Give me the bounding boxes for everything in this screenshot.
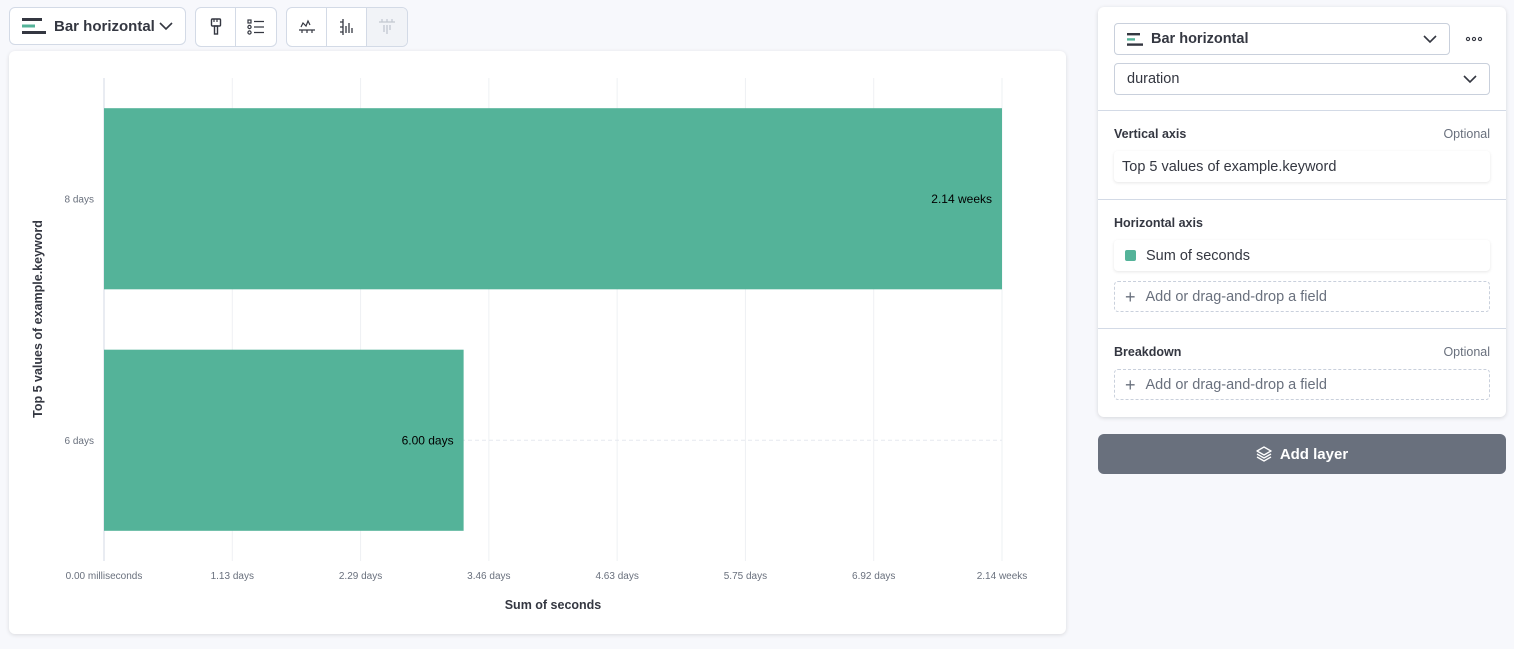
chart-type-selector[interactable]: Bar horizontal — [9, 7, 186, 45]
layer-config-panel: Bar horizontal duration Vertical axis Op… — [1098, 7, 1506, 417]
x-tick-label: 5.75 days — [724, 571, 767, 582]
vertical-axis-title: Vertical axis — [1114, 127, 1187, 141]
layer-actions-button[interactable] — [1462, 29, 1486, 49]
visual-options-button[interactable] — [196, 8, 236, 46]
x-tick-label: 6.92 days — [852, 571, 895, 582]
axis-buttons — [286, 7, 408, 47]
x-tick-label: 2.29 days — [339, 571, 382, 582]
add-layer-button[interactable]: Add layer — [1098, 434, 1506, 474]
add-layer-label: Add layer — [1279, 445, 1349, 463]
bottom-axis-button[interactable] — [287, 8, 327, 46]
bar[interactable] — [104, 108, 1002, 290]
chart-panel: 8 days 6 days 0.00 milliseconds 1.13 days 2… — [9, 51, 1066, 634]
style-buttons — [195, 7, 277, 47]
bar-horizontal-icon — [1127, 32, 1143, 46]
legend-button[interactable] — [236, 8, 276, 46]
more-horizontal-icon — [1465, 36, 1483, 42]
data-view-select[interactable]: duration — [1114, 63, 1490, 95]
axis-left-icon — [339, 19, 353, 35]
horizontal-axis-section: Horizontal axis Sum of seconds + Add or … — [1098, 200, 1506, 329]
axis-bottom-icon — [298, 19, 315, 33]
chevron-down-icon — [1423, 35, 1437, 44]
chevron-down-icon — [159, 22, 173, 31]
y-tick-label: 8 days — [65, 194, 94, 205]
layers-icon — [1256, 446, 1272, 462]
y-axis-title: Top 5 values of example.keyword — [31, 220, 45, 418]
data-view-label: duration — [1127, 71, 1180, 87]
add-field-label: Add or drag-and-drop a field — [1145, 288, 1327, 305]
series-color-swatch — [1125, 250, 1136, 261]
optional-label: Optional — [1443, 345, 1490, 359]
x-tick-label: 1.13 days — [211, 571, 254, 582]
layer-type-label: Bar horizontal — [1151, 31, 1249, 47]
paintbrush-icon — [210, 18, 221, 35]
y-tick-labels: 8 days 6 days — [65, 194, 94, 447]
plus-icon: + — [1125, 374, 1136, 395]
add-field-horizontal[interactable]: + Add or drag-and-drop a field — [1114, 281, 1490, 312]
dimension-label: Top 5 values of example.keyword — [1122, 158, 1337, 175]
bar-value-label: 2.14 weeks — [931, 192, 992, 206]
vertical-axis-section: Vertical axis Optional Top 5 values of e… — [1098, 111, 1506, 200]
add-field-breakdown[interactable]: + Add or drag-and-drop a field — [1114, 369, 1490, 400]
left-axis-button[interactable] — [327, 8, 367, 46]
horizontal-axis-title: Horizontal axis — [1114, 216, 1203, 230]
x-tick-label: 2.14 weeks — [977, 571, 1028, 582]
x-tick-label: 4.63 days — [595, 571, 638, 582]
add-field-label: Add or drag-and-drop a field — [1145, 376, 1327, 393]
breakdown-section: Breakdown Optional + Add or drag-and-dro… — [1098, 329, 1506, 416]
chart-type-label: Bar horizontal — [54, 17, 155, 35]
horizontal-axis-dimension[interactable]: Sum of seconds — [1114, 240, 1490, 271]
toolbar: Bar horizontal — [9, 7, 408, 47]
dimension-label: Sum of seconds — [1146, 247, 1250, 264]
layer-type-select[interactable]: Bar horizontal — [1114, 23, 1450, 55]
y-tick-label: 6 days — [65, 436, 94, 447]
bar-horizontal-icon — [22, 18, 46, 34]
x-axis-title: Sum of seconds — [505, 598, 602, 612]
list-icon — [247, 19, 264, 35]
x-tick-label: 0.00 milliseconds — [66, 571, 143, 582]
axis-right-icon — [379, 19, 395, 34]
x-tick-label: 3.46 days — [467, 571, 510, 582]
plus-icon: + — [1125, 286, 1136, 307]
data-labels: 2.14 weeks 6.00 days — [402, 192, 992, 448]
bar[interactable] — [104, 349, 464, 531]
chevron-down-icon — [1463, 75, 1477, 84]
optional-label: Optional — [1443, 127, 1490, 141]
bar-chart: 8 days 6 days 0.00 milliseconds 1.13 days 2… — [31, 78, 1028, 612]
chart-bars — [104, 108, 1002, 531]
right-axis-button[interactable] — [367, 8, 407, 46]
x-tick-labels: 0.00 milliseconds 1.13 days 2.29 days 3.46 … — [66, 571, 1028, 582]
bar-value-label: 6.00 days — [402, 433, 454, 447]
layer-header: Bar horizontal duration — [1098, 7, 1506, 111]
vertical-axis-dimension[interactable]: Top 5 values of example.keyword — [1114, 151, 1490, 182]
breakdown-title: Breakdown — [1114, 345, 1182, 359]
